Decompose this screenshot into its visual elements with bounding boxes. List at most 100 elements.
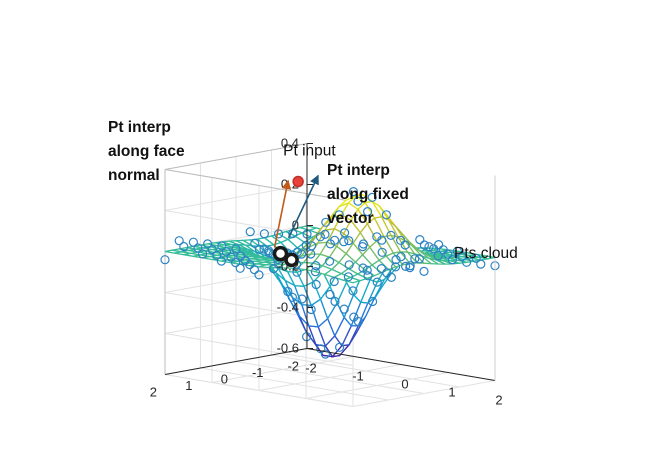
cloud-point (283, 286, 293, 297)
y-tick-label: -1 (252, 365, 264, 380)
x-tick-label: -1 (352, 369, 364, 384)
cloud-point (339, 304, 349, 314)
annotations: Pt input Pt interp along face normal Pt inte… (108, 119, 518, 268)
cloud-point (429, 244, 439, 254)
normal-arrow (273, 179, 292, 248)
cloud-point (391, 262, 401, 272)
cloud-point (198, 249, 208, 259)
z-tick-label: -0.6 (277, 341, 299, 356)
cloud-point (245, 260, 255, 270)
cloud-point (348, 286, 358, 296)
cloud-point (476, 259, 486, 269)
cloud-point (231, 258, 241, 268)
cloud-point (334, 210, 344, 220)
cloud-point (310, 267, 320, 277)
cloud-point (212, 250, 222, 260)
grid-line-y-floor (200, 367, 389, 401)
pt-normal-marker (272, 245, 289, 262)
cloud-point (447, 255, 457, 265)
x-tick-label: 2 (495, 393, 502, 408)
cloud-point (367, 192, 377, 202)
cloud-point (329, 276, 339, 287)
surface-face (341, 276, 363, 284)
cloud-point (321, 217, 331, 227)
cloud-point (362, 265, 372, 275)
cloud-point (320, 229, 330, 239)
pt-input-label: Pt input (283, 143, 336, 160)
cloud-point (401, 261, 411, 271)
cloud-point (249, 265, 259, 275)
cloud-point (320, 349, 330, 359)
cloud-point (443, 249, 453, 259)
cloud-point (335, 342, 345, 352)
cloud-point (376, 264, 386, 274)
cloud-point (325, 289, 335, 300)
cloud-point (207, 245, 217, 255)
cloud-point (330, 296, 340, 307)
cloud-point (297, 294, 307, 304)
cloud-point (457, 252, 467, 262)
grid-line-y-floor (235, 361, 425, 394)
cloud-point (287, 292, 297, 302)
cloud-point (217, 241, 227, 251)
cloud-point (419, 266, 429, 276)
cloud-point (316, 344, 326, 354)
pt-fixed-marker (284, 252, 299, 268)
cloud-point (381, 210, 391, 220)
y-tick-label: -2 (287, 359, 299, 374)
fixed-arrow (287, 174, 319, 239)
cloud-point (344, 236, 354, 246)
cloud-point (343, 272, 353, 282)
pt-normal-label: along face (108, 143, 185, 160)
cloud-point (231, 244, 241, 254)
cloud-point (386, 272, 396, 282)
cloud-point (348, 187, 358, 197)
y-tick-label: 0 (221, 372, 228, 387)
cloud-point (377, 247, 387, 257)
cloud-point (433, 251, 443, 261)
cloud-point (386, 230, 396, 240)
cloud-point (254, 244, 264, 254)
cloud-point (424, 242, 434, 252)
y-tick-label: 1 (185, 378, 192, 393)
cloud-point (391, 255, 401, 265)
cloud-point (160, 255, 170, 265)
cloud-point (434, 240, 444, 250)
cloud-point (414, 254, 424, 264)
cloud-point (179, 241, 189, 252)
z-tick-label: -0.4 (277, 300, 299, 315)
cloud-point (221, 247, 231, 257)
cloud-point (216, 256, 226, 266)
cloud-point (188, 237, 198, 247)
cloud-point (315, 232, 325, 242)
cloud-point (250, 238, 260, 248)
cloud-point (325, 256, 335, 266)
cloud-point (353, 196, 363, 206)
y-tick-label: 2 (150, 385, 157, 400)
pt-normal-label: normal (108, 167, 160, 184)
x-tick-label: 0 (401, 377, 408, 392)
cloud-point (311, 261, 321, 271)
pt-fixed-label: Pt interp (327, 162, 390, 179)
cloud-point (353, 316, 363, 327)
cloud-point (254, 270, 264, 280)
z-tick-label: 0.4 (281, 136, 299, 151)
cloud-point (340, 228, 350, 238)
cloud-point (410, 254, 420, 264)
cloud-point (235, 263, 245, 273)
cloud-point (193, 243, 203, 253)
cloud-point (259, 229, 269, 239)
cloud-point (245, 227, 255, 237)
pt-fixed-label: along fixed (327, 186, 409, 203)
pt-normal-label: Pt interp (108, 119, 171, 136)
cloud-point (363, 271, 373, 281)
cloud-point (372, 232, 382, 242)
cloud-point (344, 260, 354, 270)
cloud-point (203, 239, 213, 249)
cloud-point (339, 237, 349, 247)
pt-fixed-label: vector (327, 210, 374, 227)
cloud-point (396, 252, 406, 262)
cloud-point (297, 249, 307, 259)
cloud-point (363, 207, 373, 217)
cloud-point (452, 246, 462, 256)
